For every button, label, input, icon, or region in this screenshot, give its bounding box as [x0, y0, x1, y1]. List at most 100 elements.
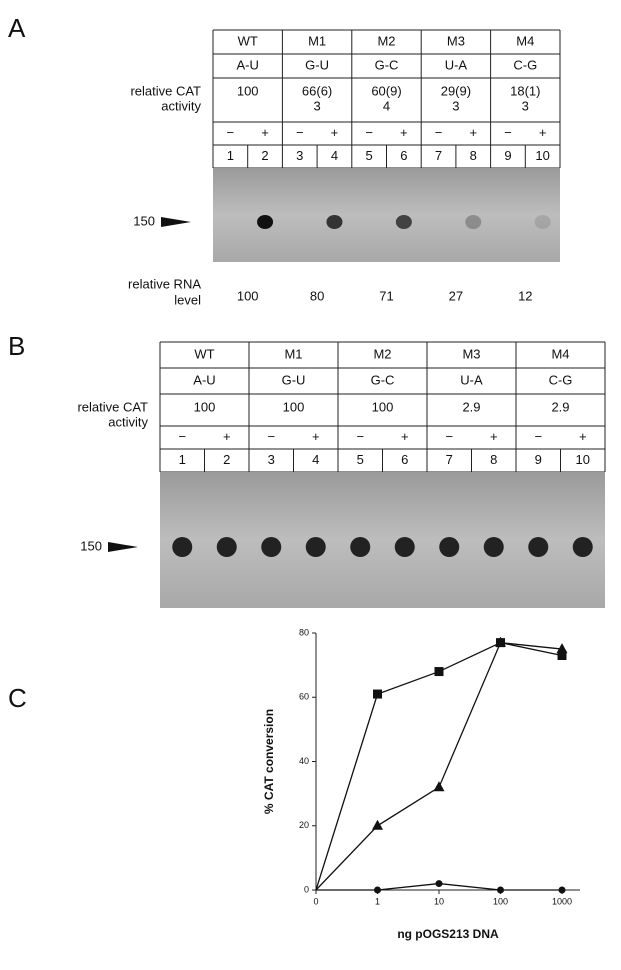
column-header: M2 [377, 33, 395, 48]
column-header: WT [238, 33, 258, 48]
rna-spot [257, 215, 273, 229]
rna-level: 27 [449, 288, 463, 303]
series-line [316, 643, 562, 890]
lane-number: 9 [535, 452, 542, 467]
lane-number: 7 [446, 452, 453, 467]
y-tick-label: 20 [299, 820, 309, 830]
size-marker: 150 [133, 213, 155, 228]
cat-activity: 100 [237, 83, 259, 98]
lane-number: 3 [268, 452, 275, 467]
rna-level: 100 [237, 288, 259, 303]
cat-activity: 2.9 [462, 399, 480, 414]
base-pair: A-U [193, 372, 215, 387]
base-pair: G-U [282, 372, 306, 387]
lane-number: 1 [179, 452, 186, 467]
lane-sign: + [539, 125, 547, 140]
x-tick-label: 1 [375, 896, 380, 906]
marker [374, 887, 381, 894]
marker [373, 690, 382, 699]
lane-number: 2 [223, 452, 230, 467]
marker [497, 887, 504, 894]
rna-spot [465, 215, 481, 229]
column-header: M1 [284, 346, 302, 361]
rna-spot [535, 215, 551, 229]
cat-activity: 4 [383, 98, 390, 113]
y-tick-label: 40 [299, 756, 309, 766]
cat-activity: 100 [194, 399, 216, 414]
marker [434, 781, 445, 791]
gel-spot [573, 537, 593, 557]
panel-label: B [8, 331, 25, 361]
base-pair: C-G [513, 57, 537, 72]
rna-spot [326, 215, 342, 229]
cat-activity: 3 [313, 98, 320, 113]
x-tick-label: 0 [313, 896, 318, 906]
lane-sign: + [261, 125, 269, 140]
lane-sign: − [178, 429, 186, 444]
gel-spot [395, 537, 415, 557]
lane-number: 5 [357, 452, 364, 467]
gel-spot [172, 537, 192, 557]
lane-number: 4 [331, 148, 338, 163]
cat-activity: 100 [283, 399, 305, 414]
lane-number: 4 [312, 452, 319, 467]
cat-activity: 3 [522, 98, 529, 113]
column-header: M4 [551, 346, 569, 361]
figure: AWTA-U100M1G-U66(6)3M2G-C60(9)4M3U-A29(9… [0, 0, 621, 970]
rna-level: 71 [379, 288, 393, 303]
lane-number: 9 [504, 148, 511, 163]
y-tick-label: 60 [299, 692, 309, 702]
cat-activity: 29(9) [441, 83, 471, 98]
marker [559, 887, 566, 894]
page: { "panel_a": { "label": "A", "columns": … [0, 0, 621, 970]
lane-sign: − [435, 125, 443, 140]
lane-sign: − [445, 429, 453, 444]
marker [435, 667, 444, 676]
rna-spot [396, 215, 412, 229]
gel-spot [528, 537, 548, 557]
marker-arrow [161, 217, 191, 227]
lane-number: 1 [227, 148, 234, 163]
row-label: relative CAT [130, 83, 201, 98]
x-tick-label: 10 [434, 896, 444, 906]
base-pair: C-G [549, 372, 573, 387]
lane-sign: + [312, 429, 320, 444]
gel-spot [217, 537, 237, 557]
lane-number: 10 [576, 452, 590, 467]
lane-number: 5 [366, 148, 373, 163]
marker [372, 820, 383, 830]
lane-number: 2 [261, 148, 268, 163]
y-tick-label: 80 [299, 627, 309, 637]
base-pair: G-C [375, 57, 399, 72]
lane-sign: − [227, 125, 235, 140]
lane-sign: − [356, 429, 364, 444]
y-tick-label: 0 [304, 884, 309, 894]
row-label: level [174, 292, 201, 307]
panel-label: A [8, 13, 26, 43]
cat-activity: 60(9) [371, 83, 401, 98]
lane-sign: − [296, 125, 304, 140]
lane-number: 7 [435, 148, 442, 163]
cat-activity: 3 [452, 98, 459, 113]
lane-number: 8 [490, 452, 497, 467]
base-pair: A-U [237, 57, 259, 72]
x-tick-label: 1000 [552, 896, 572, 906]
series-line [316, 643, 562, 890]
marker [436, 880, 443, 887]
y-axis-label: % CAT conversion [262, 709, 276, 814]
gel-spot [484, 537, 504, 557]
column-header: WT [194, 346, 214, 361]
base-pair: G-U [305, 57, 329, 72]
lane-sign: + [579, 429, 587, 444]
lane-sign: − [504, 125, 512, 140]
row-label: relative CAT [77, 399, 148, 414]
lane-sign: + [331, 125, 339, 140]
lane-sign: + [490, 429, 498, 444]
lane-number: 6 [401, 452, 408, 467]
x-tick-label: 100 [493, 896, 508, 906]
lane-number: 6 [400, 148, 407, 163]
lane-number: 10 [535, 148, 549, 163]
column-header: M3 [462, 346, 480, 361]
lane-sign: − [534, 429, 542, 444]
x-axis-label: ng pOGS213 DNA [397, 927, 499, 941]
